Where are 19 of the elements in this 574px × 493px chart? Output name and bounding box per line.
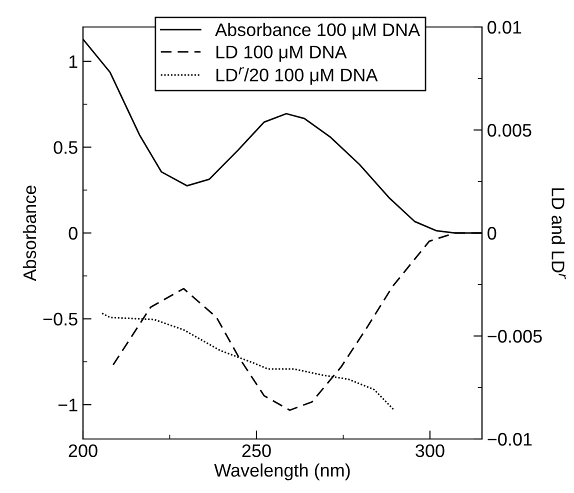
y2-tick-label: 0 (488, 226, 496, 240)
y2-tick-label: −0.005 (488, 330, 542, 343)
y2-axis-title: LD and LD$^{r}$ (552, 188, 566, 280)
legend-label: LD 100 μM DNA (216, 46, 347, 62)
x-tick-label: 300 (416, 444, 444, 458)
y-tick-label: 1 (69, 55, 78, 68)
y-tick-label: −1 (58, 398, 78, 412)
legend-label: LD$^{r}$/20 100 μM DNA (216, 67, 378, 85)
x-axis-title: Wavelength (nm) (214, 463, 350, 480)
y-tick-label: 0 (68, 226, 78, 240)
y-axis-title: Absorbance (22, 186, 36, 282)
y2-tick-label: 0.005 (488, 124, 532, 137)
y2-tick-label: 0.01 (488, 20, 522, 34)
y2-tick-label: −0.01 (488, 432, 532, 446)
y-tick-label: 0.5 (54, 141, 78, 154)
legend-label: Absorbance 100 μM DNA (215, 22, 420, 40)
y-tick-label: −0.5 (43, 312, 78, 326)
x-tick-label: 250 (242, 444, 271, 458)
x-tick-label: 200 (68, 444, 98, 458)
